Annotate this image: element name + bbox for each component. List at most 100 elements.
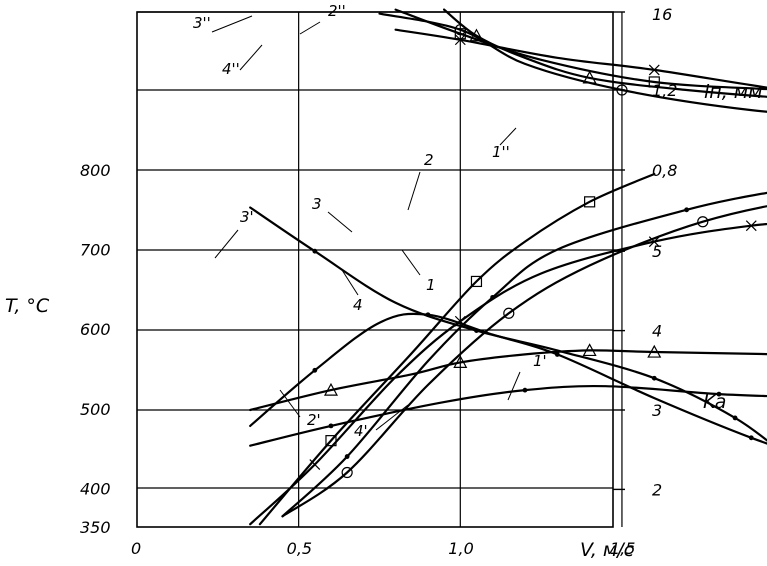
curve-label: 4'' [222,60,240,78]
ln-tick-label: 1,2 [652,81,677,100]
point-marker [325,435,337,447]
curve-label: 2'' [328,2,346,20]
point-marker [584,196,596,208]
label-leader [239,44,263,71]
ka-axis-title: Ka [703,391,726,413]
point-marker [328,423,334,429]
t-axis-title: T, °C [5,295,50,317]
series-line [378,12,767,113]
point-marker [341,466,353,479]
series-line [249,349,767,412]
t-tick-label: 800 [80,161,111,180]
point-marker [651,375,657,381]
point-marker [469,28,484,42]
point-marker [732,415,738,421]
point-marker [312,367,318,373]
label-leader [341,269,359,296]
curves [249,8,767,526]
point-marker [648,64,660,76]
curve-label: 4 [353,296,363,314]
point-marker [648,76,660,88]
label-leader [401,249,421,276]
grid [136,11,623,528]
ka-tick-label: 3 [652,401,662,420]
point-marker [716,391,722,397]
series-4pp [394,28,767,89]
point-marker [503,307,515,319]
series-line [394,28,767,89]
point-marker [490,294,496,300]
label-leader [299,21,321,35]
x-tick-label: 0 [131,539,141,558]
label-leader [279,389,301,418]
curve-label: 4' [354,422,368,440]
series-line [258,172,656,526]
point-marker [697,216,709,228]
label-leader [211,15,253,33]
point-marker [748,435,754,441]
ka-tick-label: 5 [652,242,662,261]
ka-tick-label: 2 [652,480,662,499]
t-tick-label: 700 [80,241,111,260]
point-marker [309,459,321,470]
ln-tick-label: 16 [652,5,672,24]
curve-label: 3 [312,195,322,213]
t-tick-label: 600 [80,320,111,339]
label-leader [499,127,517,146]
point-marker [323,382,338,396]
t-tick-label: 350 [80,518,111,537]
ln-axis-title: lп, мм [704,81,762,103]
plot-frame [136,11,614,528]
series-1p [249,384,767,447]
curve-label: 3'' [193,14,211,32]
ka-tick-label: 4 [652,322,662,341]
curve-label: 1 [426,276,436,294]
x-tick-label: 1,0 [448,539,473,558]
point-marker [344,454,350,459]
x-tick-label: 0,5 [287,539,312,558]
ln-tick-label: 0,8 [652,161,677,180]
series-4 [281,204,767,518]
point-marker [647,344,662,358]
point-marker [582,343,597,357]
curve-label: 1'' [492,143,510,161]
point-marker [554,352,560,357]
x-tick-label: 1,5 [610,539,635,558]
label-leader [327,211,353,233]
curve-label: 2' [307,411,321,429]
point-marker [522,387,528,393]
series-line [281,204,767,518]
point-marker [453,355,468,368]
curve-label: 2 [424,151,434,169]
curve-labels: 1 2 3 4 1' 2' 3' 4' 1'' 2'' 3'' 4'' [193,2,547,440]
point-marker [616,84,628,96]
series-3p [249,206,767,442]
point-marker [425,312,431,318]
curve-label: 3' [240,208,254,226]
curve-label: 1' [533,352,547,370]
point-marker [470,275,483,288]
series-3 [258,172,656,526]
point-marker [454,34,466,46]
series-line [394,8,767,91]
series-2 [281,191,767,518]
label-leader [407,171,421,211]
t-tick-label: 500 [80,400,111,419]
series-4p [249,312,767,445]
series-line [249,384,767,447]
label-leader [214,229,239,259]
point-marker [582,70,597,84]
series-line [249,222,767,526]
label-leader [507,371,521,401]
series-line [281,191,767,518]
t-tick-label: 400 [80,479,111,498]
label-leader [375,404,409,431]
series-line [249,312,767,445]
point-marker [684,207,690,213]
ticks: 00,51,01,52,02,535040050060070080023450,… [80,5,677,558]
series-2p [249,343,767,412]
point-marker [312,248,318,254]
point-marker [745,220,757,232]
x-axis-title: V, м/с [580,539,635,561]
